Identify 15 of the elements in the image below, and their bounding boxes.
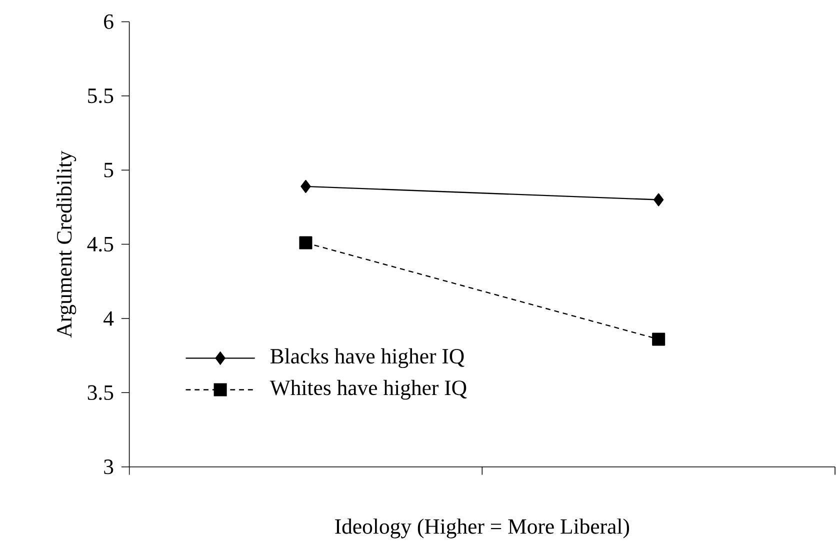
point	[299, 236, 312, 250]
y-tick-label: 5.5	[88, 88, 114, 104]
y-tick-label: 3.5	[88, 385, 114, 400]
y-tick-label: 3	[104, 460, 114, 474]
y-tick-label: 6	[104, 14, 114, 30]
legend-label: Blacks have higher IQ	[270, 348, 464, 368]
y-tick-label: 4	[104, 311, 114, 326]
point	[300, 180, 311, 194]
point	[652, 332, 666, 346]
legend-label: Whites have higher IQ	[270, 380, 467, 400]
y-tick-label: 5	[104, 162, 114, 178]
x-axis-title: Ideology (Higher = More Liberal)	[335, 518, 630, 538]
y-tick-label: 4.5	[87, 237, 114, 252]
point	[654, 193, 664, 206]
y-axis-title: Argument Credibility	[56, 150, 76, 338]
